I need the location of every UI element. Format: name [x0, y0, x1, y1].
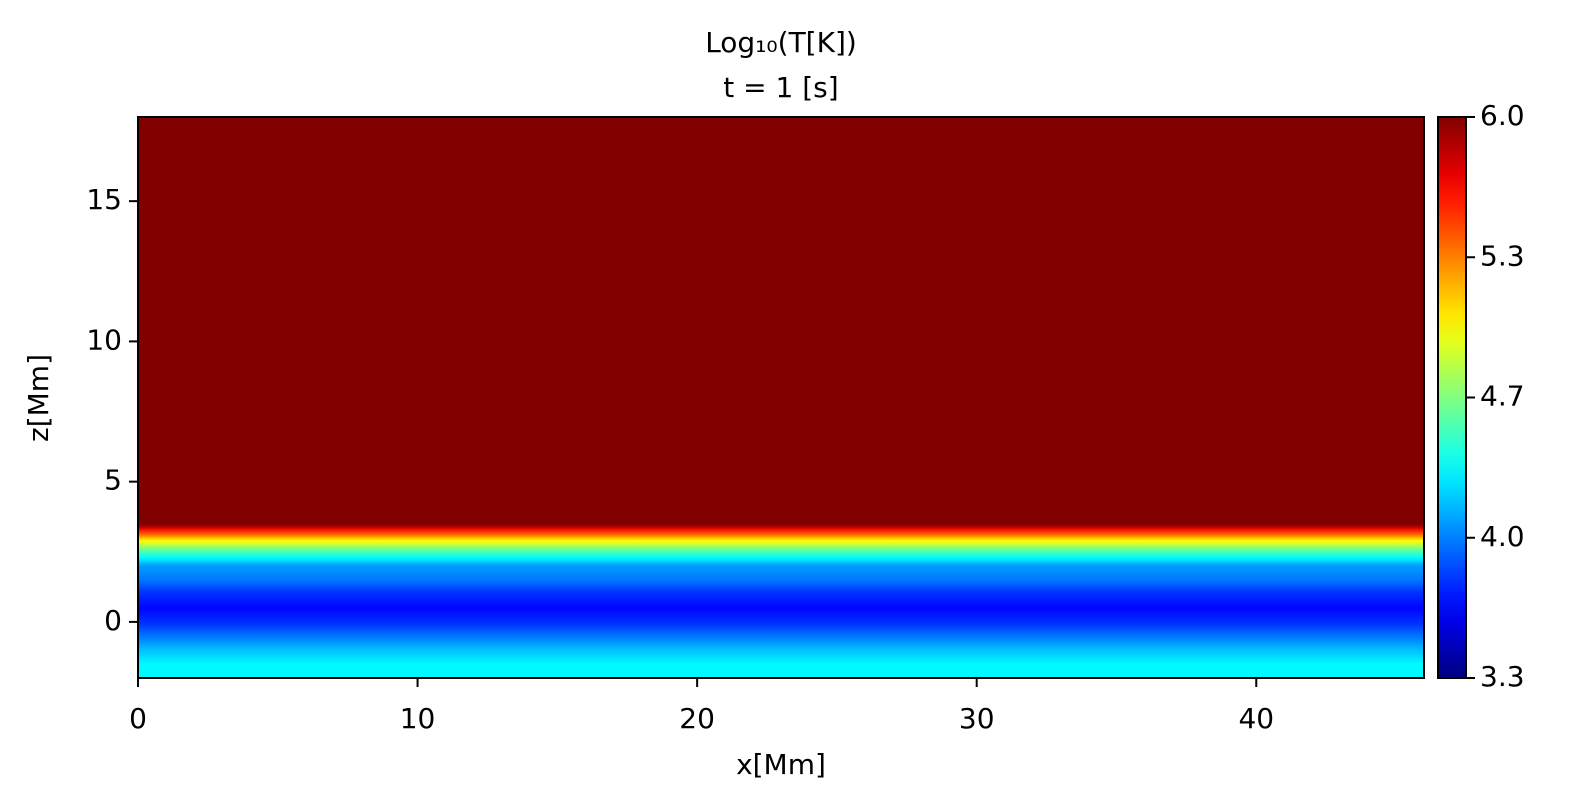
colorbar-tick-label: 6.0: [1480, 99, 1525, 132]
y-tick-label: 10: [86, 323, 122, 356]
plot-frame: [137, 116, 1425, 679]
colorbar-tick-label: 3.3: [1480, 660, 1525, 693]
y-tick-label: 5: [104, 464, 122, 497]
y-axis-label: z[Mm]: [22, 354, 55, 442]
y-tick-label: 0: [104, 604, 122, 637]
heatmap-band: [138, 656, 1424, 672]
colorbar-tick-label: 4.0: [1480, 520, 1525, 553]
heatmap-band: [138, 536, 1424, 546]
chart-title: Log₁₀(T[K]): [705, 26, 857, 59]
heatmap-band: [138, 527, 1424, 537]
heatmap-band: [138, 561, 1424, 574]
heatmap-band: [138, 572, 1424, 588]
colorbar: [1437, 116, 1467, 679]
x-tick-label: 10: [400, 702, 436, 735]
x-axis-label: x[Mm]: [736, 748, 826, 781]
x-tick-label: 20: [679, 702, 715, 735]
heatmap-band: [138, 600, 1424, 616]
chart-subtitle: t = 1 [s]: [723, 71, 838, 104]
heatmap-band: [138, 628, 1424, 644]
heatmap-band: [138, 544, 1424, 554]
colorbar-tick-label: 4.7: [1480, 380, 1525, 413]
x-tick-label: 30: [959, 702, 995, 735]
heatmap-band: [138, 117, 1424, 321]
heatmap-band: [138, 614, 1424, 630]
y-tick-label: 15: [86, 183, 122, 216]
heatmap-band: [138, 586, 1424, 602]
heatmap-band: [138, 553, 1424, 563]
x-tick-label: 40: [1238, 702, 1274, 735]
heatmap-band: [138, 642, 1424, 658]
heatmap-band: [138, 320, 1424, 529]
x-tick-label: 0: [129, 702, 147, 735]
colorbar-tick-label: 5.3: [1480, 239, 1525, 272]
heatmap-band: [138, 670, 1424, 679]
